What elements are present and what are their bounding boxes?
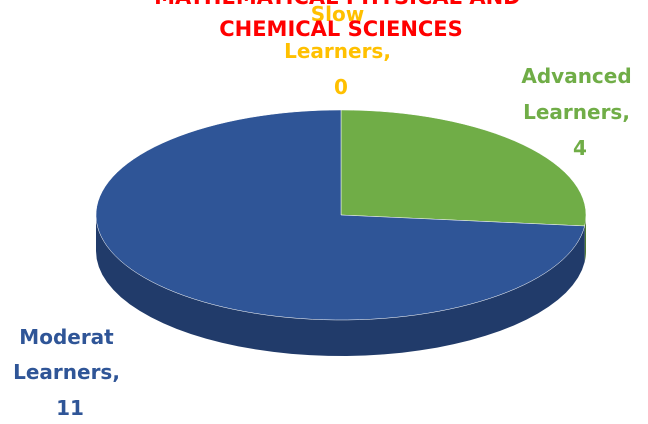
data-label: Slow Learners, 0 — [284, 2, 398, 99]
data-label: Advanced Learners, 4 — [521, 64, 638, 160]
data-label: Moderat Learners, 11 — [13, 325, 127, 420]
pie-slice — [95, 109, 585, 321]
pie-side — [584, 215, 586, 262]
pie-side — [96, 215, 585, 356]
pie-slice — [340, 109, 587, 227]
chart-title: MATHEMATICAL PHYSICAL AND CHEMICAL SCIEN… — [154, 0, 528, 41]
